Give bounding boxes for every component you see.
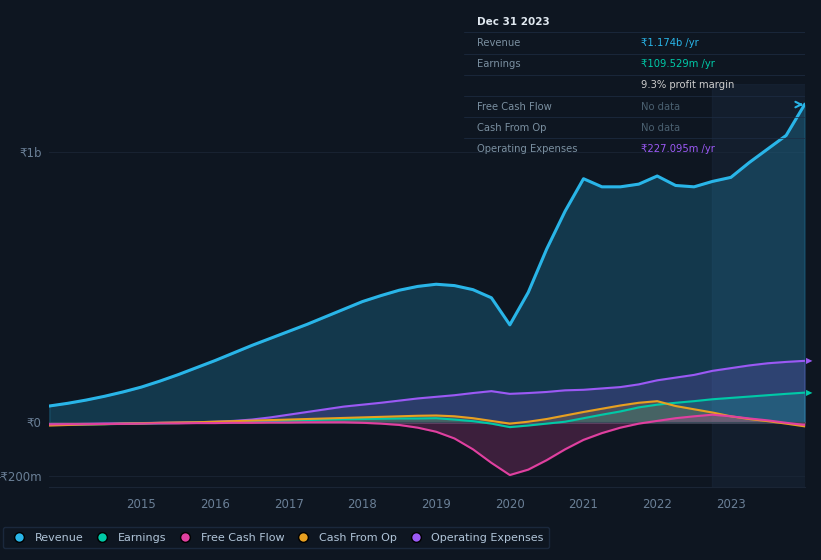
Text: ▶: ▶ [806, 356, 813, 365]
Text: No data: No data [641, 123, 680, 133]
Text: No data: No data [641, 101, 680, 111]
Text: Earnings: Earnings [478, 59, 521, 69]
Text: Operating Expenses: Operating Expenses [478, 144, 578, 154]
Text: ▶: ▶ [806, 388, 813, 397]
Legend: Revenue, Earnings, Free Cash Flow, Cash From Op, Operating Expenses: Revenue, Earnings, Free Cash Flow, Cash … [2, 527, 549, 548]
Text: Revenue: Revenue [478, 38, 521, 48]
Text: Free Cash Flow: Free Cash Flow [478, 101, 553, 111]
Bar [713, 84, 812, 487]
Text: ₹1.174b /yr: ₹1.174b /yr [641, 38, 699, 48]
Text: Cash From Op: Cash From Op [478, 123, 547, 133]
Text: 9.3% profit margin: 9.3% profit margin [641, 81, 735, 90]
Text: ₹227.095m /yr: ₹227.095m /yr [641, 144, 715, 154]
Text: ₹109.529m /yr: ₹109.529m /yr [641, 59, 715, 69]
Text: Dec 31 2023: Dec 31 2023 [478, 17, 550, 27]
